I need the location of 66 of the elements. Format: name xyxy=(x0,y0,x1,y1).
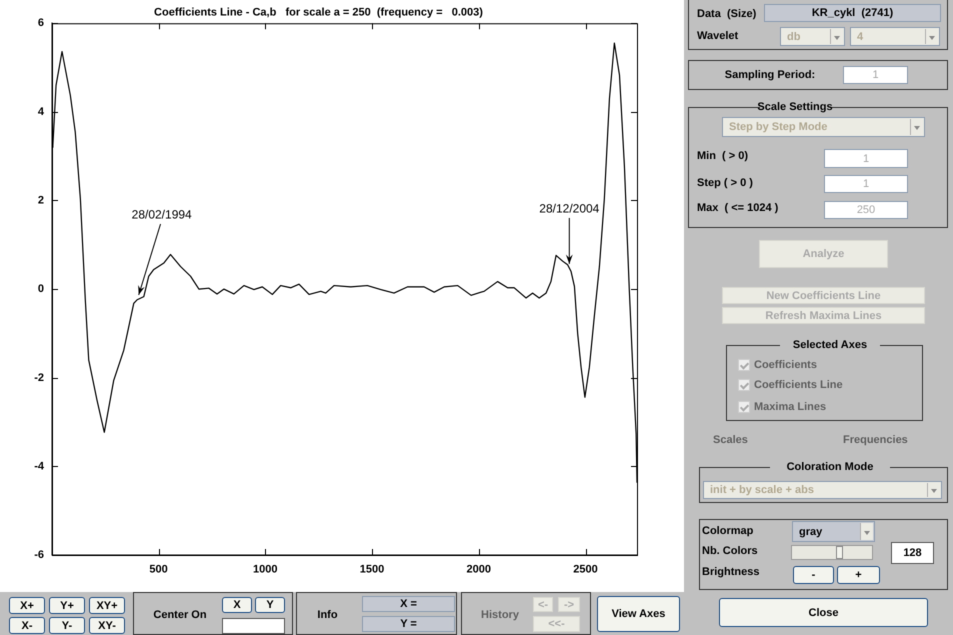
text: Max ( <= 1024 ) xyxy=(697,202,778,214)
text: X- xyxy=(22,620,32,632)
text: 4 xyxy=(857,30,864,42)
y-tick-label: 0 xyxy=(38,283,44,296)
text: - xyxy=(812,569,816,581)
text: Coefficients Line xyxy=(754,379,843,391)
text: 250 xyxy=(856,204,876,216)
text: Maxima Lines xyxy=(754,401,826,413)
text: Colormap xyxy=(702,525,754,537)
y-tick-label: 2 xyxy=(38,194,44,206)
y-tick-label: -6 xyxy=(34,549,44,562)
text: Frequencies xyxy=(843,434,908,446)
text: Wavelet xyxy=(697,30,738,42)
text: 1 xyxy=(862,178,870,190)
y-tick-label: 6 xyxy=(38,17,44,30)
text: Coefficients xyxy=(754,359,817,371)
text: Center On xyxy=(153,609,207,621)
text: Y+ xyxy=(60,600,74,612)
text: Refresh Maxima Lines xyxy=(765,310,882,322)
text: db xyxy=(787,30,800,42)
y-tick-label: -2 xyxy=(34,372,44,384)
text: Y xyxy=(266,599,274,611)
text: 128 xyxy=(903,547,922,559)
annotation: 28/02/1994 xyxy=(132,207,192,222)
text: Scales xyxy=(713,434,748,446)
x-tick-label: 2000 xyxy=(466,564,492,576)
text: KR_cykl (2741) xyxy=(812,7,894,19)
text: Scale Settings xyxy=(757,101,833,113)
text: 1 xyxy=(862,152,870,164)
text: init + by scale + abs xyxy=(710,484,814,496)
text: <<- xyxy=(548,618,565,630)
text: X+ xyxy=(20,600,34,612)
text: New Coefficients Line xyxy=(766,290,881,302)
text: Sampling Period: xyxy=(724,69,816,81)
text: XY- xyxy=(98,620,116,632)
text: Coloration Mode xyxy=(786,461,874,473)
text: Step by Step Mode xyxy=(729,121,828,133)
text: Selected Axes xyxy=(792,339,868,351)
x-tick-label: 2500 xyxy=(573,564,598,576)
text: 1 xyxy=(872,69,879,81)
text: Y- xyxy=(62,620,72,632)
text: Info xyxy=(317,609,338,621)
text: <- xyxy=(538,598,548,610)
chart-title: Coefficients Line - Ca,b for scale a = 250 (frequency = 0.003) xyxy=(154,6,484,19)
text: + xyxy=(855,569,862,581)
text: X xyxy=(233,599,241,611)
annotation: 28/12/2004 xyxy=(539,201,600,216)
text: -> xyxy=(564,598,574,610)
text: Min ( > 0) xyxy=(697,150,748,162)
text: Y = xyxy=(400,618,417,630)
text: Analyze xyxy=(802,248,844,260)
text: X = xyxy=(400,598,417,610)
text: View Axes xyxy=(612,608,666,620)
text: Data (Size) xyxy=(697,8,756,20)
text: History xyxy=(481,609,519,621)
text: Brightness xyxy=(702,566,760,578)
text: Nb. Colors xyxy=(702,545,758,557)
text: Close xyxy=(808,606,838,618)
x-tick-label: 500 xyxy=(149,564,168,576)
text: XY+ xyxy=(96,600,118,612)
y-tick-label: 4 xyxy=(38,106,45,118)
x-tick-label: 1500 xyxy=(360,564,384,576)
text: Step ( > 0 ) xyxy=(697,177,753,189)
y-tick-label: -4 xyxy=(34,460,45,472)
x-tick-label: 1000 xyxy=(253,564,278,576)
text: gray xyxy=(799,526,822,538)
